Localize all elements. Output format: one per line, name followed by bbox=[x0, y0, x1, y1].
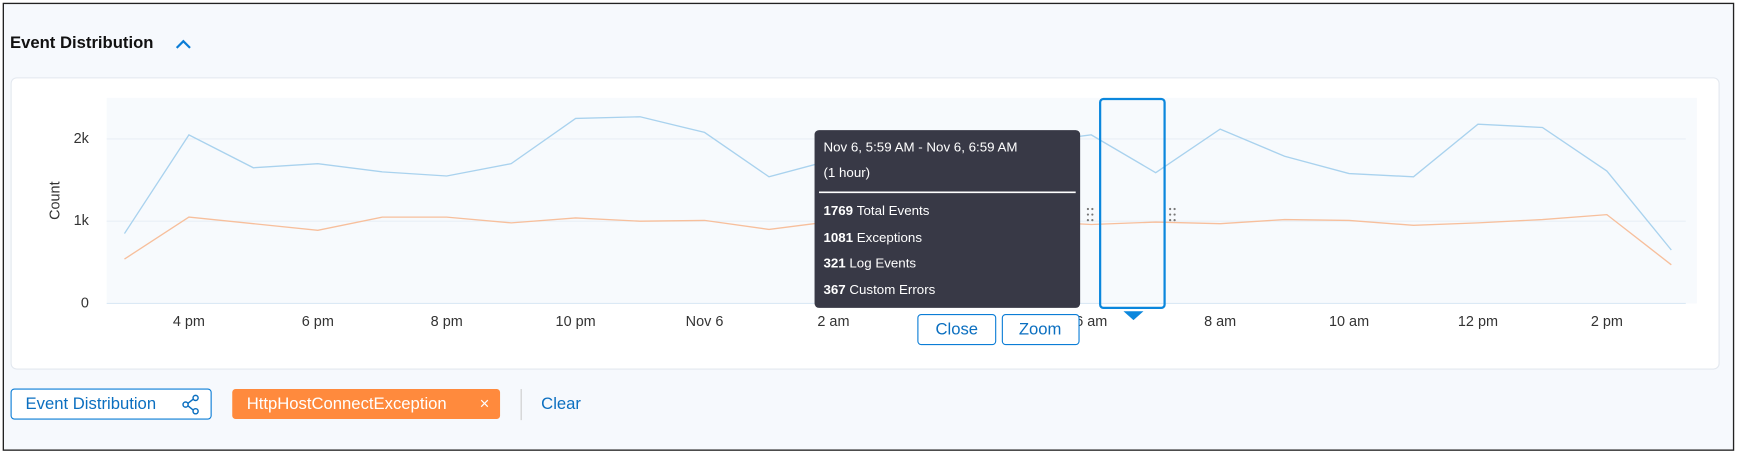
remove-chip[interactable]: × bbox=[480, 394, 490, 413]
label: Log Events bbox=[849, 255, 916, 270]
count: 1081 bbox=[823, 229, 853, 244]
selection-box[interactable] bbox=[1099, 97, 1166, 310]
count: 1769 bbox=[823, 203, 853, 218]
zoom-button[interactable] bbox=[1001, 314, 1080, 346]
zoom-label: Zoom bbox=[1019, 320, 1062, 339]
tooltip-box bbox=[814, 130, 1081, 308]
collapse-icon[interactable] bbox=[175, 39, 191, 49]
section-title: Event Distribution bbox=[10, 33, 153, 52]
x-tick-label: 6 am bbox=[1075, 314, 1107, 330]
y-axis-label: Count bbox=[47, 181, 63, 220]
tooltip: Nov 6, 5:59 AM - Nov 6, 6:59 AM (1 hour)… bbox=[814, 130, 1081, 308]
selection-pointer bbox=[1123, 311, 1144, 321]
x-tick-label: 2 pm bbox=[1591, 314, 1623, 330]
exception-label: HttpHostConnectException bbox=[247, 394, 447, 413]
clear-link[interactable]: Clear bbox=[541, 394, 581, 413]
tooltip-row: 1081 Exceptions bbox=[823, 229, 922, 244]
tooltip-row: 1769 Total Events bbox=[823, 203, 929, 218]
exception-chip[interactable] bbox=[232, 389, 501, 420]
x-tick-label: Nov 6 bbox=[686, 314, 724, 330]
count: 367 bbox=[823, 282, 845, 297]
close-label: Close bbox=[935, 320, 978, 339]
share-icon bbox=[182, 394, 199, 415]
tooltip-range: Nov 6, 5:59 AM - Nov 6, 6:59 AM bbox=[823, 139, 1017, 154]
handle-left[interactable] bbox=[1086, 207, 1094, 222]
distribution-button[interactable] bbox=[10, 388, 212, 420]
label: Exceptions bbox=[857, 229, 923, 244]
x-tick-label: 4 pm bbox=[173, 314, 205, 330]
tooltip-row: 321 Log Events bbox=[823, 255, 916, 270]
close-button[interactable] bbox=[917, 314, 997, 346]
label: Total Events bbox=[857, 203, 930, 218]
x-tick-label: 8 am bbox=[1204, 314, 1236, 330]
tooltip-duration: (1 hour) bbox=[823, 165, 870, 180]
x-tick-label: 10 pm bbox=[556, 314, 596, 330]
x-tick-label: 12 pm bbox=[1458, 314, 1498, 330]
y-tick-label: 1k bbox=[74, 213, 90, 229]
handle-right[interactable] bbox=[1169, 207, 1176, 222]
x-tick-label: 2 am bbox=[817, 314, 849, 330]
label: Custom Errors bbox=[849, 282, 935, 297]
x-tick-label: 8 pm bbox=[431, 314, 463, 330]
tooltip-row: 367 Custom Errors bbox=[823, 282, 935, 297]
y-tick-label: 2k bbox=[74, 131, 90, 147]
x-tick-label: 6 pm bbox=[302, 314, 334, 330]
y-tick-label: 0 bbox=[81, 295, 89, 311]
count: 321 bbox=[823, 255, 846, 270]
distribution-label: Event Distribution bbox=[26, 394, 157, 413]
x-tick-label: 10 am bbox=[1329, 314, 1369, 330]
